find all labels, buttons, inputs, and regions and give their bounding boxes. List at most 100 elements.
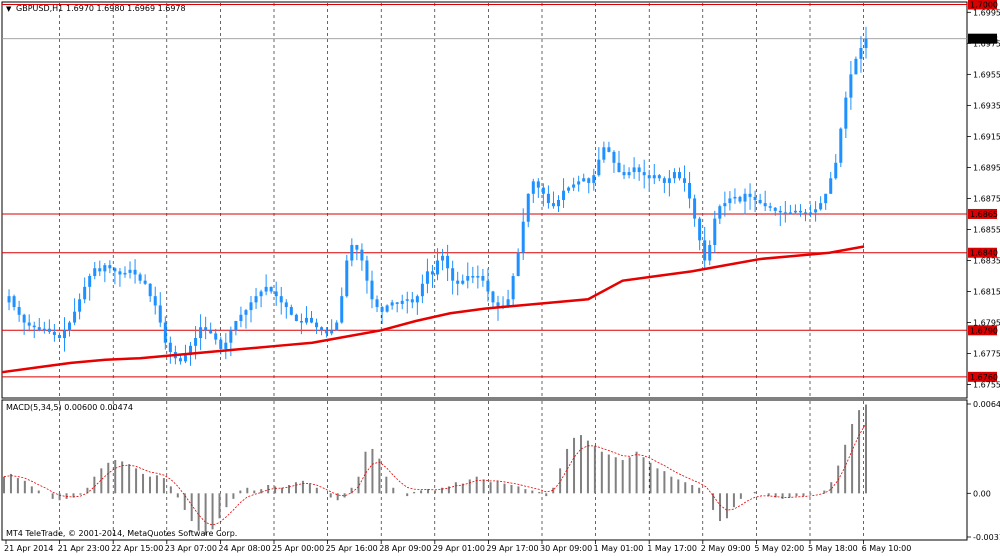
candle-body <box>269 286 273 292</box>
price-label: 1.6895 <box>973 163 1000 172</box>
candle-body <box>783 212 787 214</box>
candle-body <box>562 190 566 200</box>
dropdown-arrow-icon[interactable]: ▼ <box>6 5 12 13</box>
candle-body <box>471 276 475 278</box>
candle-body <box>294 314 298 321</box>
candle-body <box>627 172 631 176</box>
macd-axis-label: 0.00 <box>973 489 991 498</box>
candle-body <box>793 210 797 213</box>
candle-body <box>834 162 838 179</box>
candle-body <box>753 196 757 200</box>
level-label: 1.7000 <box>970 1 998 10</box>
time-label: 28 Apr 09:00 <box>379 544 431 553</box>
candle-body <box>688 182 692 199</box>
candle-body <box>400 300 404 304</box>
candle-body <box>491 291 495 303</box>
candle-body <box>17 307 21 315</box>
candle-body <box>12 296 16 308</box>
candle-body <box>526 193 530 222</box>
candle-body <box>274 291 278 297</box>
time-label: 5 May 18:00 <box>808 544 858 553</box>
macd-panel-frame <box>1 399 968 541</box>
time-label: 24 Apr 08:00 <box>218 544 270 553</box>
candle-body <box>425 271 429 284</box>
price-label: 1.6915 <box>973 132 1000 141</box>
time-label: 29 Apr 01:00 <box>433 544 485 553</box>
macd-signal-line <box>3 423 867 526</box>
candle-body <box>108 265 112 269</box>
candle-body <box>536 181 540 188</box>
candle-body <box>128 269 132 273</box>
candle-body <box>138 274 142 281</box>
candle-body <box>456 280 460 284</box>
candle-body <box>743 193 747 202</box>
price-label: 1.6975 <box>973 39 1000 48</box>
time-axis: 21 Apr 2014 21 Apr 23:00 22 Apr 15:00 23 Ap… <box>4 540 911 553</box>
candle-body <box>642 172 646 176</box>
time-label: 1 May 17:00 <box>647 544 697 553</box>
candle-body <box>798 210 802 213</box>
price-label: 1.6795 <box>973 319 1000 328</box>
candle-body <box>42 328 46 331</box>
price-axis: 1.6995 1.6975 1.6955 1.6935 1.6915 1.6895 1.68… <box>967 8 1000 390</box>
candle-body <box>864 38 868 48</box>
candle-body <box>194 338 198 346</box>
candle-body <box>415 296 419 303</box>
candle-body <box>572 184 576 188</box>
copyright-text: MT4 TeleTrade, © 2001-2014, MetaQuotes S… <box>6 529 237 538</box>
candle-body <box>320 327 324 331</box>
candle-body <box>773 207 777 211</box>
candle-body <box>683 178 687 183</box>
candle-body <box>693 198 697 219</box>
candle-body <box>27 322 31 326</box>
candle-body <box>748 193 752 197</box>
candle-body <box>148 283 152 297</box>
candle-body <box>234 320 238 331</box>
candle-body <box>602 147 606 160</box>
candle-body <box>486 280 490 292</box>
candle-body <box>461 280 465 284</box>
candle-body <box>123 272 127 275</box>
candle-body <box>430 271 434 275</box>
candle-body <box>677 172 681 179</box>
candle-body <box>239 314 243 321</box>
candle-body <box>768 206 772 208</box>
candle-body <box>249 302 253 311</box>
price-label: 1.6955 <box>973 70 1000 79</box>
candle-body <box>375 299 379 308</box>
candle-body <box>531 181 535 194</box>
candle-body <box>153 296 157 306</box>
candle-body <box>229 330 233 343</box>
time-label: 22 Apr 15:00 <box>111 544 163 553</box>
level-label: 1.6790 <box>970 326 998 335</box>
price-label: 1.6935 <box>973 101 1000 110</box>
current-price-tag <box>968 33 997 44</box>
candle-body <box>52 331 56 335</box>
candle-body <box>78 299 82 312</box>
candle-body <box>93 268 97 277</box>
candle-body <box>854 58 858 75</box>
candle-body <box>778 210 782 213</box>
ma-line <box>1 245 865 374</box>
candle-body <box>849 74 853 98</box>
time-label: 25 Apr 00:00 <box>272 544 324 553</box>
candle-body <box>809 212 813 214</box>
candle-body <box>567 187 571 191</box>
candle-body <box>178 358 182 362</box>
candle-body <box>763 203 767 207</box>
horizontal-levels[interactable]: 1.7000 1.6865 1.6840 1.6790 1.6760 1.6978 <box>2 0 998 382</box>
price-label: 1.6815 <box>973 288 1000 297</box>
candle-body <box>662 178 666 183</box>
candle-body <box>168 342 172 353</box>
candle-body <box>708 244 712 261</box>
candle-body <box>209 330 213 334</box>
price-label: 1.6855 <box>973 225 1000 234</box>
candle-body <box>738 196 742 202</box>
candle-body <box>32 325 36 328</box>
price-panel-frame <box>1 1 968 399</box>
candle-body <box>88 276 92 287</box>
level-tag <box>968 208 997 219</box>
candle-body <box>541 187 545 194</box>
ohlc-values: 1.6970 1.6980 1.6969 1.6978 <box>66 4 186 13</box>
